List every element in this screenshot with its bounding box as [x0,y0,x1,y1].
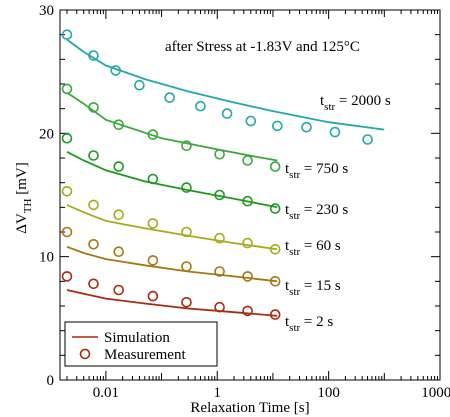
measurement-point [181,296,192,308]
y-tick-label: 0 [47,373,55,389]
x-axis-label: Relaxation Time [s] [190,400,309,416]
x-tick-label: 10000 [421,385,450,401]
measurement-point [362,134,373,145]
measurement-point [61,133,73,144]
measurement-point [181,182,192,193]
series-label: tstr = 60 s [285,238,341,258]
measurement-point [61,226,73,238]
simulation-line [66,151,278,209]
measurement-point [329,126,341,138]
series-label: tstr = 750 s [285,161,348,181]
measurement-point [147,218,159,229]
measurement-point [269,203,281,214]
measurement-point [269,309,281,320]
legend-measurement-swatch [79,348,91,360]
simulation-line [66,91,278,162]
measurement-point [214,301,225,313]
legend-simulation-label: Simulation [104,330,170,346]
measurement-point [88,50,99,61]
measurement-point [242,195,253,207]
legend-measurement-label: Measurement [104,347,186,363]
measurement-point [147,173,159,185]
simulation-line [66,289,278,317]
measurement-point [88,239,99,250]
legend-box [64,321,218,367]
measurement-point [88,199,99,211]
measurement-point [147,290,159,302]
measurement-point [113,119,124,130]
y-tick-label: 30 [39,3,54,19]
series-label: tstr = 230 s [285,202,348,222]
plot-frame [59,9,441,381]
measurement-point [61,29,73,41]
chart-title: after Stress at -1.83V and 125°C [165,39,360,55]
y-axis-label: ΔVTH [mV] [14,162,34,233]
measurement-point [88,278,99,290]
measurement-point [214,189,225,201]
measurement-point [245,115,257,127]
y-tick-label: 20 [39,126,54,142]
measurement-point [181,140,192,151]
series-2 [61,133,281,214]
measurement-point [301,121,312,133]
measurement-point [269,244,281,255]
measurement-point [61,186,73,197]
measurement-point [164,92,175,103]
measurement-point [88,150,99,161]
series-label: tstr = 2 s [285,314,333,334]
y-tick-label: 10 [39,250,54,266]
legend: Simulation Measurement [64,321,218,367]
measurement-point [147,255,159,266]
series-layer [61,29,385,320]
measurement-point [181,261,192,272]
series-0 [61,29,385,145]
measurement-point [110,65,121,76]
simulation-line [66,38,385,131]
series-4 [61,226,281,287]
series-3 [61,186,281,255]
measurement-point [195,100,206,112]
x-tick-label: 100 [317,385,340,401]
measurement-point [214,232,225,244]
axis-ticks: 0 10 20 30 0.01 1 100 10000 [39,3,450,401]
measurement-point [242,155,253,166]
simulation-line [66,204,278,251]
measurement-point [147,129,159,140]
series-5 [61,271,281,320]
measurement-point [242,305,253,317]
measurement-point [88,102,99,113]
measurement-point [134,79,145,91]
measurement-point [269,161,281,172]
measurement-point [181,226,192,238]
series-label: tstr = 2000 s [320,93,391,113]
measurement-point [242,271,253,282]
measurement-point [221,108,233,119]
x-tick-label: 0.01 [93,385,119,401]
measurement-point [214,149,225,160]
series-label: tstr = 15 s [285,278,341,298]
measurement-point [214,266,225,277]
measurement-point [61,271,73,282]
measurement-point [113,284,124,296]
series-1 [61,83,281,172]
measurement-point [113,246,124,257]
simulation-line [66,245,278,283]
measurement-point [61,83,73,95]
measurement-point [271,120,283,132]
measurement-point [269,275,281,287]
x-tick-label: 1 [214,385,222,401]
measurement-point [113,209,124,220]
labels-layer: tstr = 2000 s tstr = 750 s tstr = 230 s tst… [285,93,391,334]
measurement-point [242,237,253,249]
measurement-point [113,161,124,172]
